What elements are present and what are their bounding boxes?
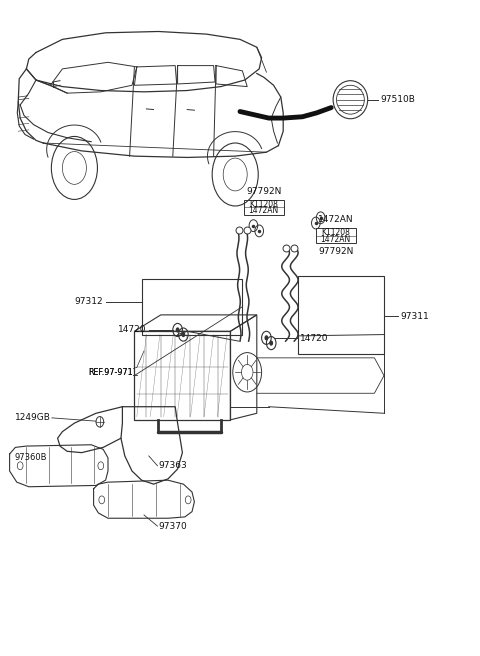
Text: 1472AN: 1472AN — [321, 235, 351, 243]
Text: 97510B: 97510B — [380, 95, 415, 104]
Text: REF.97-971: REF.97-971 — [88, 368, 132, 377]
Bar — [298, 276, 384, 354]
Text: 1472AN: 1472AN — [249, 207, 279, 215]
Bar — [316, 228, 356, 243]
Circle shape — [264, 335, 268, 340]
Bar — [244, 200, 284, 215]
Bar — [142, 279, 242, 335]
Text: 14720: 14720 — [300, 334, 328, 343]
Circle shape — [269, 340, 273, 346]
Circle shape — [181, 332, 185, 337]
Bar — [134, 331, 230, 420]
Text: REF.97-971: REF.97-971 — [88, 368, 132, 377]
Text: 97792N: 97792N — [318, 247, 353, 256]
Text: 97363: 97363 — [158, 461, 187, 470]
Text: 97312: 97312 — [74, 297, 103, 306]
Text: 97360B: 97360B — [14, 453, 47, 462]
Text: 1472AN: 1472AN — [318, 215, 354, 224]
Text: 14720: 14720 — [118, 325, 146, 335]
Text: 97792N: 97792N — [246, 187, 281, 196]
Text: K11208: K11208 — [249, 199, 278, 209]
Circle shape — [176, 327, 180, 333]
Text: K11208: K11208 — [321, 228, 350, 237]
Text: 1249GB: 1249GB — [14, 413, 50, 422]
Text: 97311: 97311 — [401, 312, 430, 321]
Text: 97370: 97370 — [158, 522, 187, 531]
